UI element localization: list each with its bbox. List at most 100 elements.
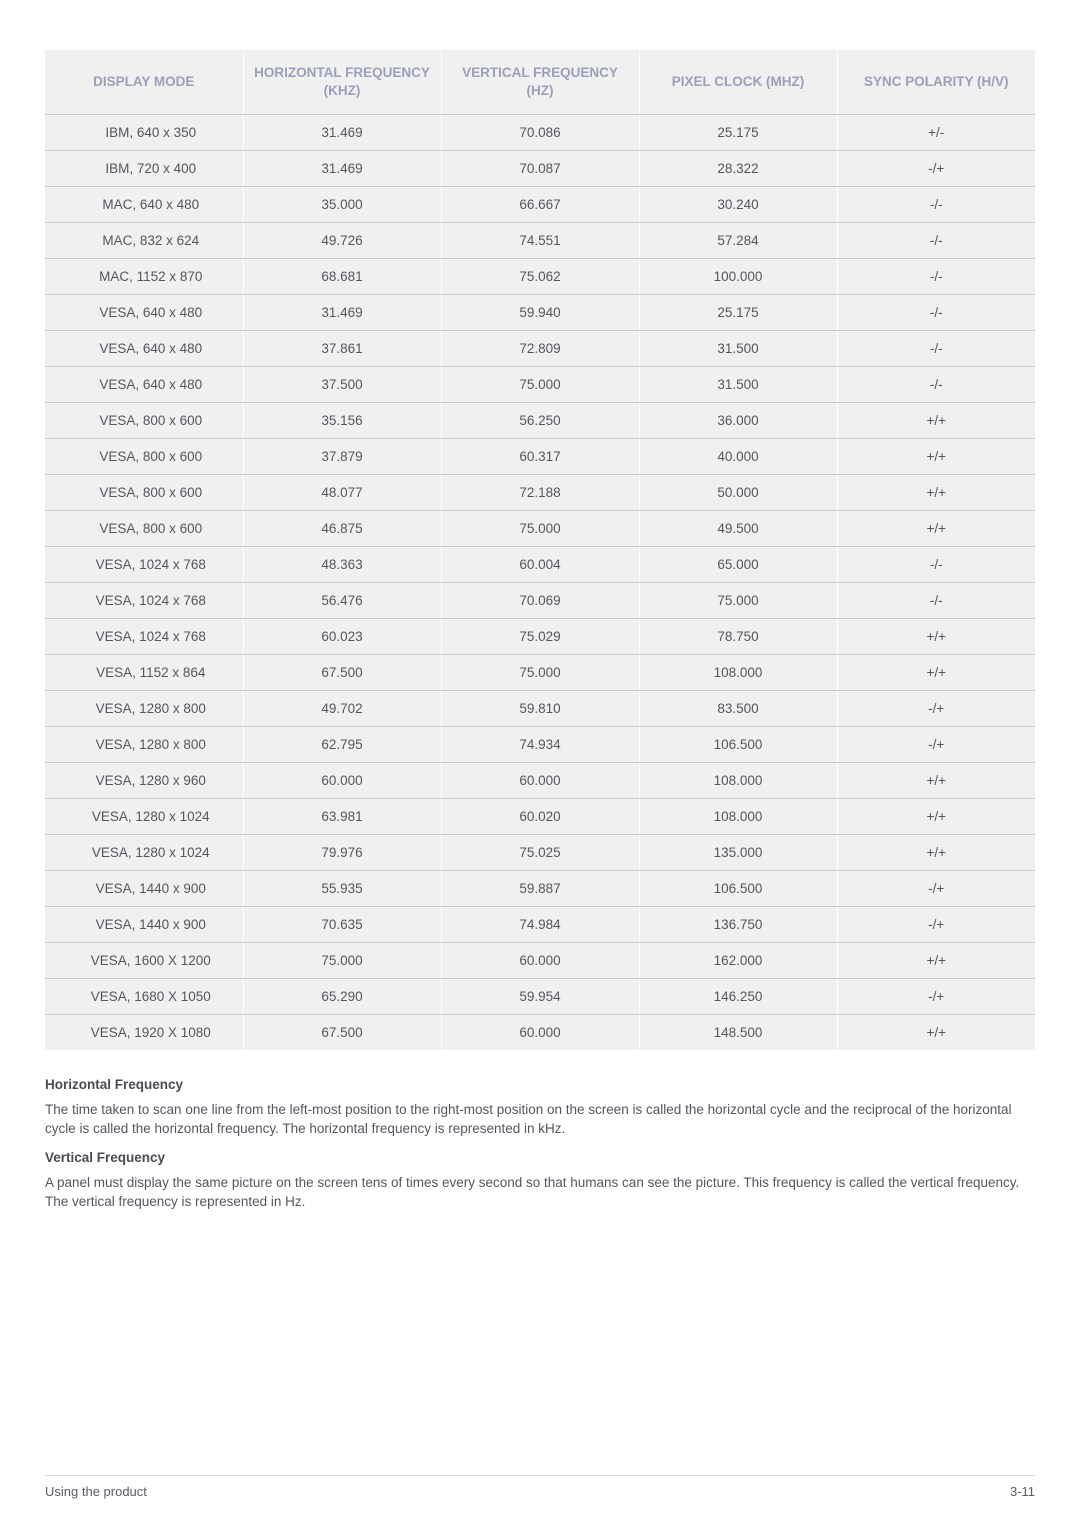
table-cell: 70.087 — [441, 151, 639, 187]
table-cell: 60.000 — [243, 763, 441, 799]
table-cell: IBM, 720 x 400 — [45, 151, 243, 187]
table-cell: VESA, 1024 x 768 — [45, 547, 243, 583]
table-cell: 36.000 — [639, 403, 837, 439]
table-cell: -/- — [837, 331, 1035, 367]
table-cell: 28.322 — [639, 151, 837, 187]
table-cell: +/+ — [837, 1015, 1035, 1051]
table-cell: VESA, 1600 X 1200 — [45, 943, 243, 979]
table-cell: 74.934 — [441, 727, 639, 763]
table-cell: 75.000 — [441, 511, 639, 547]
table-cell: MAC, 832 x 624 — [45, 223, 243, 259]
table-row: VESA, 1680 X 105065.29059.954146.250-/+ — [45, 979, 1035, 1015]
table-row: VESA, 1280 x 80062.79574.934106.500-/+ — [45, 727, 1035, 763]
table-cell: -/- — [837, 259, 1035, 295]
table-cell: 74.984 — [441, 907, 639, 943]
table-cell: VESA, 1280 x 960 — [45, 763, 243, 799]
table-cell: -/+ — [837, 691, 1035, 727]
table-cell: 75.029 — [441, 619, 639, 655]
table-cell: VESA, 800 x 600 — [45, 439, 243, 475]
table-cell: 74.551 — [441, 223, 639, 259]
table-cell: 75.000 — [441, 367, 639, 403]
table-cell: -/+ — [837, 979, 1035, 1015]
horizontal-freq-heading: Horizontal Frequency — [45, 1076, 1035, 1095]
table-cell: +/+ — [837, 403, 1035, 439]
col-sync-polarity: SYNC POLARITY (H/V) — [837, 50, 1035, 115]
table-cell: 67.500 — [243, 655, 441, 691]
table-cell: 31.500 — [639, 367, 837, 403]
table-cell: 106.500 — [639, 871, 837, 907]
table-row: MAC, 832 x 62449.72674.55157.284-/- — [45, 223, 1035, 259]
table-cell: +/+ — [837, 835, 1035, 871]
table-cell: VESA, 800 x 600 — [45, 511, 243, 547]
table-cell: 70.086 — [441, 115, 639, 151]
table-cell: 68.681 — [243, 259, 441, 295]
table-cell: 57.284 — [639, 223, 837, 259]
table-cell: VESA, 1024 x 768 — [45, 583, 243, 619]
table-cell: VESA, 1680 X 1050 — [45, 979, 243, 1015]
notes-section: Horizontal Frequency The time taken to s… — [45, 1076, 1035, 1211]
table-cell: VESA, 1280 x 1024 — [45, 799, 243, 835]
table-cell: 60.020 — [441, 799, 639, 835]
table-row: VESA, 640 x 48031.46959.94025.175-/- — [45, 295, 1035, 331]
table-row: VESA, 1280 x 102463.98160.020108.000+/+ — [45, 799, 1035, 835]
table-cell: +/+ — [837, 439, 1035, 475]
col-vertical-freq: VERTICAL FREQUENCY (HZ) — [441, 50, 639, 115]
table-cell: 106.500 — [639, 727, 837, 763]
table-cell: 35.156 — [243, 403, 441, 439]
table-row: VESA, 1280 x 96060.00060.000108.000+/+ — [45, 763, 1035, 799]
table-cell: 31.500 — [639, 331, 837, 367]
table-cell: 25.175 — [639, 295, 837, 331]
table-cell: 48.363 — [243, 547, 441, 583]
table-cell: 75.000 — [243, 943, 441, 979]
table-row: IBM, 640 x 35031.46970.08625.175+/- — [45, 115, 1035, 151]
table-row: IBM, 720 x 40031.46970.08728.322-/+ — [45, 151, 1035, 187]
table-cell: 65.000 — [639, 547, 837, 583]
table-cell: 60.317 — [441, 439, 639, 475]
table-cell: -/+ — [837, 727, 1035, 763]
table-cell: 46.875 — [243, 511, 441, 547]
table-cell: 56.250 — [441, 403, 639, 439]
table-cell: -/- — [837, 187, 1035, 223]
table-cell: 60.000 — [441, 763, 639, 799]
vertical-freq-heading: Vertical Frequency — [45, 1149, 1035, 1168]
table-cell: 49.702 — [243, 691, 441, 727]
table-row: VESA, 1600 X 120075.00060.000162.000+/+ — [45, 943, 1035, 979]
table-row: MAC, 640 x 48035.00066.66730.240-/- — [45, 187, 1035, 223]
table-cell: IBM, 640 x 350 — [45, 115, 243, 151]
table-cell: 66.667 — [441, 187, 639, 223]
table-cell: 56.476 — [243, 583, 441, 619]
table-cell: VESA, 800 x 600 — [45, 475, 243, 511]
table-cell: 37.879 — [243, 439, 441, 475]
table-cell: 65.290 — [243, 979, 441, 1015]
table-cell: +/+ — [837, 763, 1035, 799]
table-cell: 70.069 — [441, 583, 639, 619]
table-cell: -/- — [837, 547, 1035, 583]
table-cell: 48.077 — [243, 475, 441, 511]
table-cell: 146.250 — [639, 979, 837, 1015]
table-cell: 31.469 — [243, 151, 441, 187]
table-cell: MAC, 1152 x 870 — [45, 259, 243, 295]
table-cell: 62.795 — [243, 727, 441, 763]
table-cell: 60.000 — [441, 943, 639, 979]
table-cell: 49.500 — [639, 511, 837, 547]
table-cell: 59.887 — [441, 871, 639, 907]
table-cell: 75.062 — [441, 259, 639, 295]
table-cell: 59.954 — [441, 979, 639, 1015]
table-cell: 49.726 — [243, 223, 441, 259]
table-cell: 78.750 — [639, 619, 837, 655]
table-cell: 59.810 — [441, 691, 639, 727]
table-cell: -/- — [837, 223, 1035, 259]
table-cell: 108.000 — [639, 655, 837, 691]
table-cell: 79.976 — [243, 835, 441, 871]
table-cell: 83.500 — [639, 691, 837, 727]
page-footer: Using the product 3-11 — [45, 1475, 1035, 1499]
table-cell: +/+ — [837, 511, 1035, 547]
table-cell: VESA, 1280 x 1024 — [45, 835, 243, 871]
table-cell: 70.635 — [243, 907, 441, 943]
table-row: MAC, 1152 x 87068.68175.062100.000-/- — [45, 259, 1035, 295]
table-cell: 31.469 — [243, 115, 441, 151]
col-horizontal-freq: HORIZONTAL FREQUENCY (KHZ) — [243, 50, 441, 115]
table-cell: +/+ — [837, 475, 1035, 511]
table-cell: +/+ — [837, 619, 1035, 655]
table-cell: 108.000 — [639, 799, 837, 835]
